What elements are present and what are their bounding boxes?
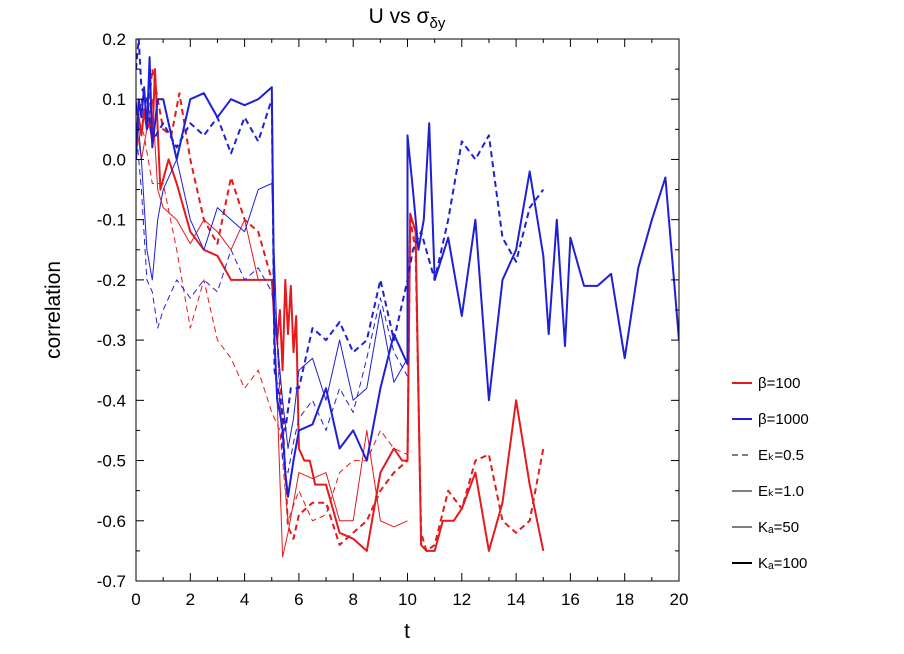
x-tick-label: 10: [398, 590, 417, 609]
legend-label: β=1000: [758, 411, 809, 428]
y-tick-label: -0.2: [97, 271, 126, 290]
x-tick-label: 14: [507, 590, 526, 609]
y-tick-label: -0.4: [97, 391, 126, 410]
legend-label: β=100: [758, 375, 800, 392]
series-line-2: [136, 68, 545, 552]
y-tick-label: -0.1: [97, 211, 126, 230]
y-tick-label: 0.2: [102, 30, 126, 49]
legend: β=100 β=1000 Eₖ=0.5 Eₖ=1.0 Kₐ=50 Kₐ=100: [732, 375, 809, 572]
y-tick-label: 0.1: [102, 90, 126, 109]
legend-label: Kₐ=50: [758, 519, 799, 536]
x-axis-label: t: [404, 620, 410, 643]
x-tick-label: 18: [615, 590, 634, 609]
series-line-4: [136, 111, 408, 522]
series-line-7: [136, 99, 408, 449]
chart-title-main: U vs σ: [369, 5, 430, 28]
y-axis-label: correlation: [42, 261, 65, 359]
x-tick-label: 6: [294, 590, 303, 609]
chart-title-subscript: δy: [429, 15, 445, 32]
y-tick-label: -0.6: [97, 512, 126, 531]
x-tick-label: 4: [240, 590, 249, 609]
series-line-6: [136, 39, 545, 432]
chart-title: U vs σδy: [369, 5, 446, 32]
y-tick-label: -0.3: [97, 331, 126, 350]
x-tick-label: 2: [186, 590, 195, 609]
y-tick-label: -0.7: [97, 572, 126, 591]
y-tick-label: -0.5: [97, 452, 126, 471]
legend-label: Eₖ=1.0: [758, 483, 804, 500]
legend-label: Kₐ=100: [758, 555, 807, 572]
x-tick-label: 12: [452, 590, 471, 609]
x-tick-label: 0: [131, 590, 140, 609]
series-line-8: [136, 129, 408, 474]
x-tick-label: 20: [670, 590, 689, 609]
series-line-5: [136, 56, 679, 498]
legend-label: Eₖ=0.5: [758, 447, 804, 464]
series-line-1: [136, 68, 545, 552]
y-tick-label: 0.0: [102, 150, 126, 169]
x-tick-label: 8: [348, 590, 357, 609]
x-tick-label: 16: [561, 590, 580, 609]
